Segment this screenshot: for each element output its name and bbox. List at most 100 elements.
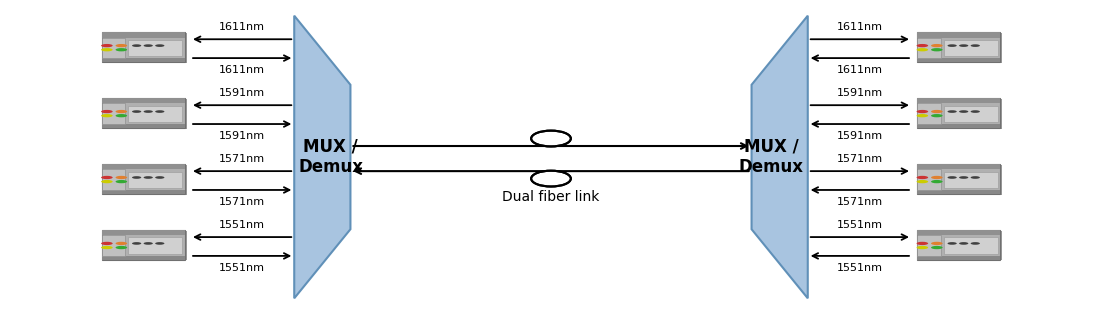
Circle shape (132, 44, 141, 47)
Bar (101, 190, 184, 194)
Circle shape (931, 242, 942, 245)
Bar (917, 58, 1000, 62)
Circle shape (931, 44, 942, 47)
Bar (101, 38, 126, 58)
Bar (917, 164, 1000, 170)
Polygon shape (294, 16, 350, 298)
Text: 1551nm: 1551nm (219, 263, 266, 273)
Circle shape (101, 246, 112, 249)
Bar (917, 170, 941, 190)
Text: 1571nm: 1571nm (219, 154, 266, 164)
Circle shape (917, 48, 928, 51)
Circle shape (116, 176, 127, 179)
Text: 1571nm: 1571nm (836, 154, 883, 164)
Bar (917, 32, 1000, 38)
Bar (104, 165, 186, 194)
Circle shape (132, 110, 141, 113)
Circle shape (948, 110, 957, 113)
Bar (917, 104, 941, 124)
Text: 1611nm: 1611nm (836, 65, 883, 75)
Circle shape (971, 242, 980, 245)
Bar (917, 236, 941, 256)
Circle shape (101, 48, 112, 51)
Bar (101, 164, 184, 170)
Circle shape (143, 44, 153, 47)
Circle shape (917, 180, 928, 183)
Bar (919, 230, 1003, 261)
Bar (917, 32, 1000, 62)
Bar (917, 98, 1000, 128)
Bar (943, 106, 997, 122)
Ellipse shape (531, 131, 571, 146)
Circle shape (931, 180, 942, 183)
Bar (104, 99, 186, 129)
Text: 1551nm: 1551nm (836, 220, 883, 230)
Text: 1571nm: 1571nm (836, 197, 883, 207)
Bar (101, 104, 126, 124)
Circle shape (959, 242, 969, 245)
Bar (101, 230, 184, 236)
Text: 1591nm: 1591nm (836, 131, 883, 141)
Circle shape (971, 176, 980, 179)
Text: 1571nm: 1571nm (219, 197, 266, 207)
Bar (101, 32, 184, 62)
Text: 1611nm: 1611nm (219, 65, 266, 75)
Bar (101, 124, 184, 128)
Bar (104, 33, 186, 63)
Circle shape (101, 242, 112, 245)
Circle shape (948, 176, 957, 179)
Circle shape (917, 44, 928, 47)
Text: MUX /
Demux: MUX / Demux (299, 138, 363, 176)
Circle shape (101, 114, 112, 117)
Bar (917, 190, 1000, 194)
Circle shape (948, 44, 957, 47)
Circle shape (155, 44, 164, 47)
Text: 1551nm: 1551nm (219, 220, 266, 230)
Text: 1611nm: 1611nm (836, 22, 883, 32)
Circle shape (101, 176, 112, 179)
Bar (919, 99, 1003, 129)
Text: 1551nm: 1551nm (836, 263, 883, 273)
Circle shape (132, 242, 141, 245)
Circle shape (917, 176, 928, 179)
Circle shape (132, 176, 141, 179)
Bar (104, 230, 186, 261)
Circle shape (931, 114, 942, 117)
Bar (917, 164, 1000, 194)
Circle shape (931, 246, 942, 249)
Circle shape (971, 44, 980, 47)
Bar (128, 171, 182, 188)
Circle shape (116, 48, 127, 51)
Bar (917, 256, 1000, 260)
Circle shape (959, 110, 969, 113)
Circle shape (948, 242, 957, 245)
Circle shape (116, 246, 127, 249)
Circle shape (917, 246, 928, 249)
Bar (917, 98, 1000, 104)
Bar (943, 40, 997, 56)
Circle shape (143, 242, 153, 245)
Bar (917, 38, 941, 58)
Circle shape (931, 48, 942, 51)
Bar (101, 230, 184, 260)
Circle shape (155, 176, 164, 179)
Bar (101, 98, 184, 128)
Bar (101, 164, 184, 194)
Circle shape (959, 176, 969, 179)
Bar (943, 171, 997, 188)
Text: 1591nm: 1591nm (219, 131, 266, 141)
Text: 1591nm: 1591nm (836, 88, 883, 98)
Circle shape (971, 110, 980, 113)
Text: 1611nm: 1611nm (219, 22, 266, 32)
Circle shape (116, 242, 127, 245)
Polygon shape (752, 16, 808, 298)
Circle shape (101, 44, 112, 47)
Circle shape (917, 110, 928, 113)
Circle shape (116, 44, 127, 47)
Bar (101, 32, 184, 38)
Circle shape (116, 110, 127, 113)
Bar (128, 40, 182, 56)
Bar (943, 237, 997, 254)
Bar (128, 237, 182, 254)
Circle shape (931, 176, 942, 179)
